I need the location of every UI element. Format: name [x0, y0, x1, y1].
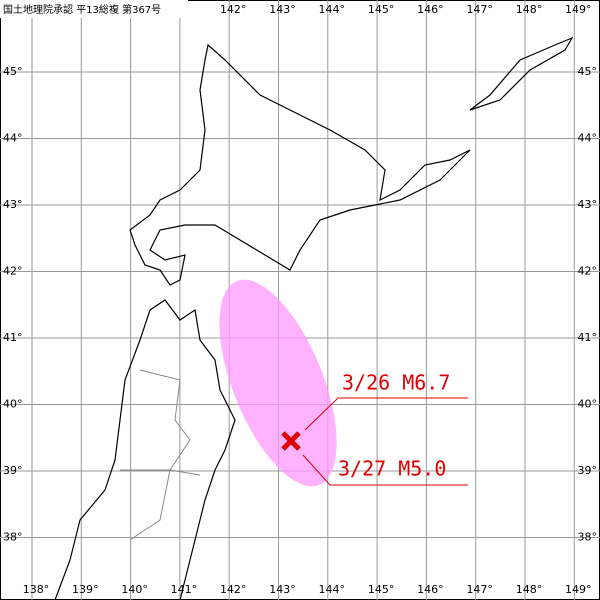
lon-label: 143°: [269, 583, 296, 596]
lon-label: 140°: [121, 583, 148, 596]
annotation: 3/27 M5.0: [338, 457, 446, 481]
lon-label: 147°: [466, 583, 493, 596]
kuril-coast: [469, 36, 574, 111]
lon-label: 149°: [565, 583, 592, 596]
hokkaido-coast: [129, 43, 471, 286]
lat-label: 45°: [3, 65, 23, 78]
lon-label: 141°: [171, 583, 198, 596]
lon-label: 146°: [417, 583, 444, 596]
lat-label: 41°: [3, 331, 23, 344]
lon-label: 138°: [23, 583, 50, 596]
lat-label: 44°: [3, 132, 23, 145]
lat-label: 44°: [578, 132, 598, 145]
lon-label: 147°: [466, 3, 493, 16]
lat-label: 41°: [578, 331, 598, 344]
lon-label: 146°: [417, 3, 444, 16]
lat-label: 40°: [3, 398, 23, 411]
header-note: 国土地理院承認 平13総複 第367号: [3, 3, 161, 16]
header-bg: [0, 0, 188, 18]
lat-label: 42°: [3, 265, 23, 278]
lon-label: 149°: [565, 3, 592, 16]
prefecture-borders: [120, 369, 201, 541]
annotation: 3/26 M6.7: [342, 371, 450, 395]
lon-label: 142°: [220, 583, 247, 596]
aftershock-area: [219, 279, 337, 487]
lon-label: 148°: [516, 3, 543, 16]
lat-label: 38°: [578, 531, 598, 544]
lon-label: 144°: [319, 583, 346, 596]
lon-label: 142°: [220, 3, 247, 16]
leader-lines: [302, 397, 468, 486]
lon-label: 139°: [72, 583, 99, 596]
epicenter: [281, 431, 301, 451]
lat-label: 43°: [578, 198, 598, 211]
lat-label: 38°: [3, 531, 23, 544]
lon-label: 144°: [319, 3, 346, 16]
lat-label: 42°: [578, 265, 598, 278]
lat-label: 45°: [578, 65, 598, 78]
honshu-coast: [54, 299, 236, 600]
lat-label: 43°: [3, 198, 23, 211]
lon-label: 143°: [269, 3, 296, 16]
lat-label: 39°: [578, 464, 598, 477]
lon-label: 145°: [368, 583, 395, 596]
lon-label: 145°: [368, 3, 395, 16]
lat-label: 40°: [578, 398, 598, 411]
lon-label: 148°: [516, 583, 543, 596]
lat-label: 39°: [3, 464, 23, 477]
